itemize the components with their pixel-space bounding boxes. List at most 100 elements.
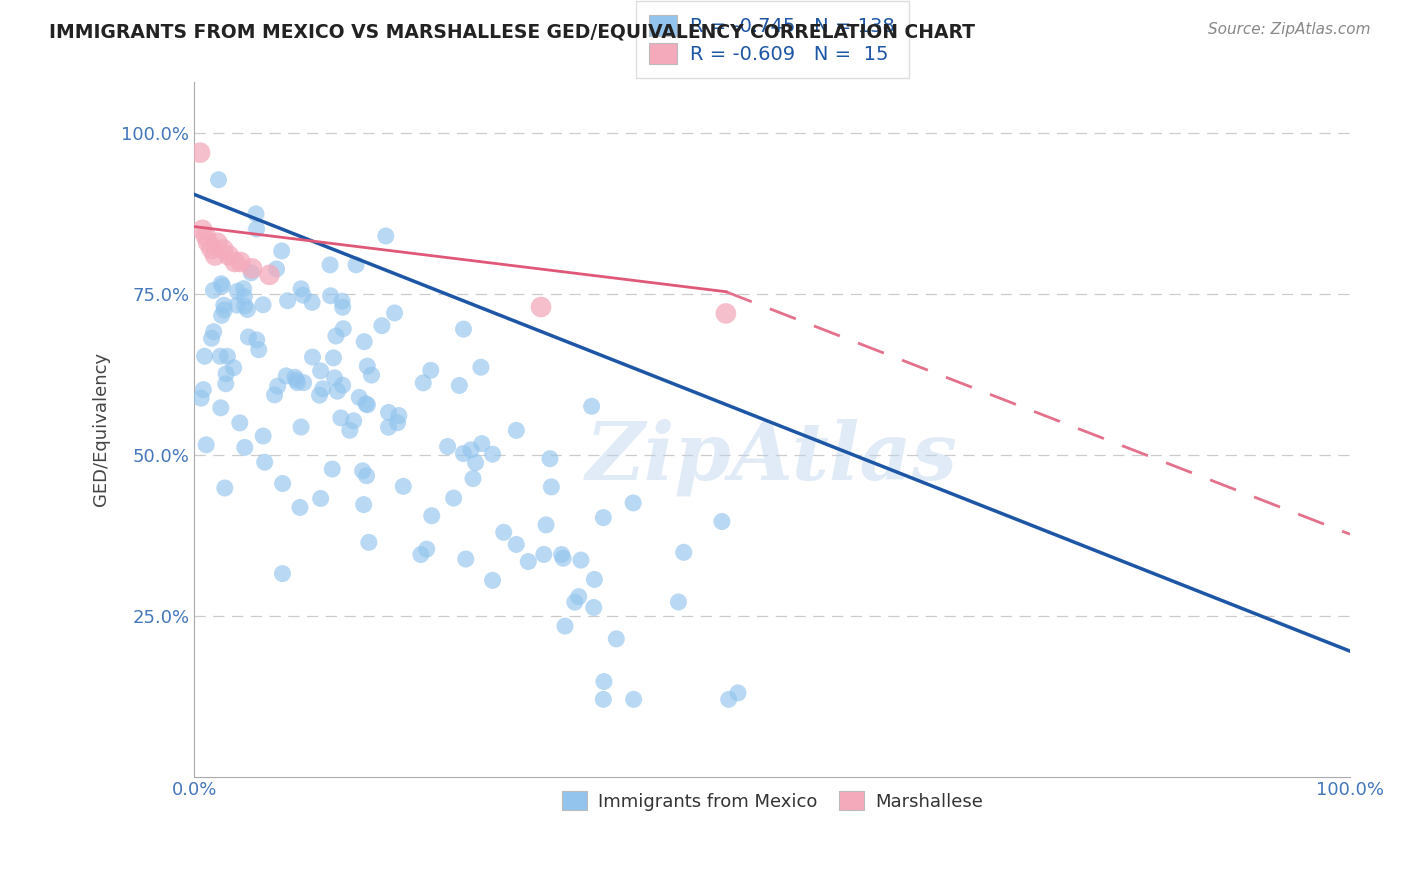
Point bbox=[245, 207, 267, 221]
Point bbox=[266, 262, 288, 277]
Point bbox=[357, 535, 380, 549]
Point bbox=[534, 517, 557, 532]
Point bbox=[201, 242, 224, 256]
Point bbox=[481, 574, 503, 588]
Point bbox=[582, 600, 605, 615]
Point bbox=[190, 391, 212, 405]
Point bbox=[277, 293, 299, 308]
Point bbox=[194, 229, 217, 244]
Point bbox=[246, 333, 269, 347]
Point bbox=[290, 282, 312, 296]
Point bbox=[215, 376, 238, 391]
Point bbox=[259, 268, 281, 282]
Point bbox=[621, 496, 644, 510]
Point bbox=[420, 508, 443, 523]
Point bbox=[200, 331, 222, 345]
Point bbox=[540, 480, 562, 494]
Point bbox=[461, 472, 484, 486]
Point bbox=[505, 537, 527, 551]
Point bbox=[550, 548, 572, 562]
Point bbox=[301, 295, 323, 310]
Point bbox=[238, 330, 260, 344]
Point bbox=[470, 360, 492, 375]
Point bbox=[270, 244, 292, 258]
Point bbox=[217, 349, 239, 363]
Point bbox=[344, 258, 367, 272]
Point bbox=[453, 322, 475, 336]
Point bbox=[412, 376, 434, 390]
Point bbox=[436, 440, 458, 454]
Point bbox=[409, 548, 432, 562]
Point bbox=[329, 411, 352, 425]
Legend: Immigrants from Mexico, Marshallese: Immigrants from Mexico, Marshallese bbox=[553, 781, 991, 820]
Point bbox=[419, 363, 441, 377]
Point bbox=[354, 397, 377, 411]
Point bbox=[332, 378, 354, 392]
Point bbox=[224, 255, 246, 269]
Point bbox=[215, 367, 238, 381]
Point bbox=[246, 222, 269, 236]
Point bbox=[253, 455, 276, 469]
Point bbox=[339, 423, 361, 437]
Point bbox=[538, 451, 561, 466]
Point bbox=[292, 376, 315, 390]
Point bbox=[471, 436, 494, 450]
Point bbox=[326, 384, 349, 399]
Text: Source: ZipAtlas.com: Source: ZipAtlas.com bbox=[1208, 22, 1371, 37]
Point bbox=[332, 322, 354, 336]
Point bbox=[285, 373, 308, 387]
Point bbox=[287, 376, 309, 390]
Point bbox=[284, 370, 307, 384]
Point bbox=[266, 379, 288, 393]
Point bbox=[323, 371, 346, 385]
Point bbox=[309, 364, 332, 378]
Point bbox=[319, 289, 342, 303]
Point bbox=[443, 491, 465, 505]
Point bbox=[332, 300, 354, 314]
Point bbox=[301, 350, 323, 364]
Point bbox=[212, 302, 235, 317]
Point bbox=[232, 282, 254, 296]
Point bbox=[387, 416, 409, 430]
Point bbox=[209, 401, 232, 415]
Point bbox=[271, 476, 294, 491]
Point bbox=[263, 388, 285, 402]
Point bbox=[352, 464, 374, 478]
Point bbox=[568, 590, 591, 604]
Point bbox=[202, 283, 225, 297]
Point bbox=[592, 692, 614, 706]
Point bbox=[356, 359, 378, 373]
Point bbox=[581, 400, 603, 414]
Point bbox=[236, 302, 259, 317]
Point bbox=[505, 423, 527, 437]
Point bbox=[195, 438, 218, 452]
Point bbox=[229, 416, 252, 430]
Point bbox=[204, 249, 226, 263]
Point bbox=[240, 261, 263, 276]
Point bbox=[319, 258, 342, 272]
Point bbox=[202, 325, 225, 339]
Point bbox=[191, 223, 214, 237]
Point bbox=[252, 298, 274, 312]
Point bbox=[229, 255, 252, 269]
Point bbox=[710, 515, 733, 529]
Point bbox=[325, 329, 347, 343]
Point bbox=[714, 306, 737, 320]
Point bbox=[377, 405, 399, 419]
Point bbox=[209, 349, 232, 363]
Point bbox=[415, 542, 437, 557]
Point bbox=[717, 692, 740, 706]
Point bbox=[207, 235, 229, 250]
Point bbox=[388, 409, 411, 423]
Point bbox=[564, 595, 586, 609]
Point bbox=[290, 420, 312, 434]
Point bbox=[194, 349, 217, 363]
Point bbox=[374, 229, 396, 244]
Point bbox=[218, 249, 240, 263]
Point bbox=[212, 242, 235, 256]
Point bbox=[247, 343, 270, 357]
Point bbox=[668, 595, 690, 609]
Point bbox=[330, 294, 353, 309]
Point bbox=[481, 447, 503, 461]
Point bbox=[240, 266, 263, 280]
